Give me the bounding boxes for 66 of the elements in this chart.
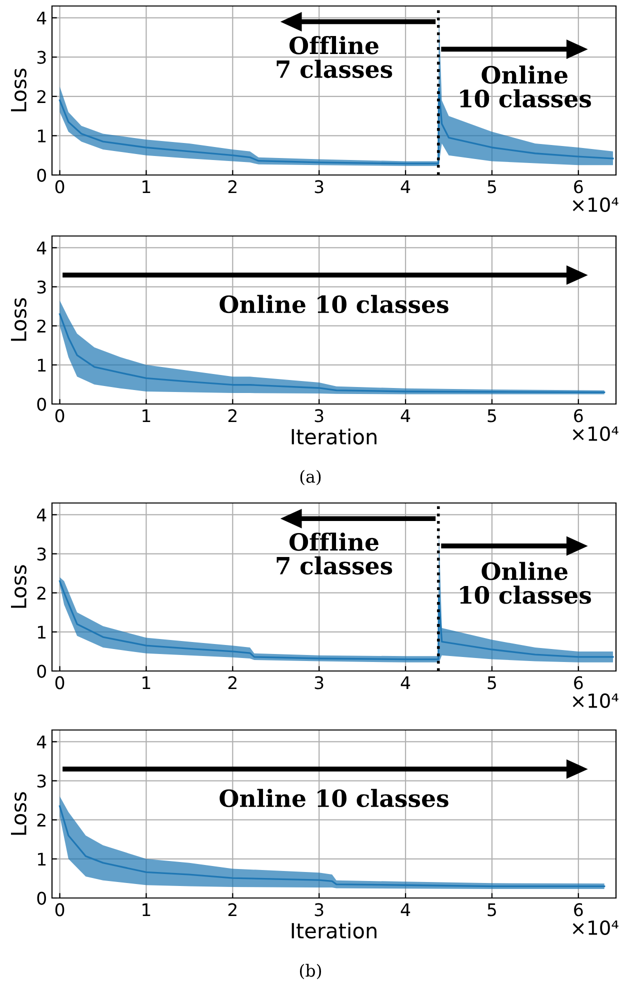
y-tick-label: 1 xyxy=(38,852,46,866)
x-tick-label: 4 xyxy=(400,903,410,916)
y-tick-label: 3 xyxy=(37,280,46,294)
text: ×10⁴ xyxy=(572,197,618,212)
y-tick-label: 4 xyxy=(36,242,46,254)
x-tick-label: 1 xyxy=(142,409,150,422)
y-tick-label: 2 xyxy=(37,90,46,103)
x-tick-label: 2 xyxy=(228,409,236,422)
y-axis-title: Loss xyxy=(11,68,26,112)
y-tick-label: 2 xyxy=(37,586,46,600)
annotation: Offline 7 classes xyxy=(276,532,392,575)
x-tick-label: 5 xyxy=(488,180,496,194)
x-tick-label: 0 xyxy=(55,903,64,916)
y-tick-label: 3 xyxy=(37,50,46,64)
x-axis-title: Iteration xyxy=(292,428,376,445)
y-tick-label: 1 xyxy=(38,626,46,639)
x-tick-label: 4 xyxy=(400,676,410,690)
x-tick-label: 4 xyxy=(400,180,410,194)
y-tick-label: 1 xyxy=(38,358,46,372)
x-tick-label: 5 xyxy=(488,409,496,422)
text: (a) xyxy=(300,470,321,486)
y-tick-label: 4 xyxy=(36,508,46,522)
x-tick-label: 0 xyxy=(55,676,64,690)
y-axis-title: Loss xyxy=(11,792,26,835)
x-tick-label: 2 xyxy=(228,903,236,916)
y-axis-title: Loss xyxy=(11,298,26,341)
x-tick-label: 0 xyxy=(55,180,64,194)
y-tick-label: 3 xyxy=(37,548,46,561)
text: ×10⁴ xyxy=(572,426,618,442)
y-tick-label: 2 xyxy=(37,814,46,826)
y-axis-title: Loss xyxy=(11,565,26,608)
annotation: Online 10 classes xyxy=(460,562,591,604)
text: ×10⁴ xyxy=(572,920,618,936)
x-tick-label: 1 xyxy=(142,180,150,194)
x-tick-label: 3 xyxy=(314,409,324,422)
y-tick-label: 2 xyxy=(37,320,46,332)
x-tick-label: 5 xyxy=(488,676,496,690)
x-tick-label: 3 xyxy=(314,676,324,690)
annotation: Offline 7 classes xyxy=(276,36,392,78)
y-tick-label: 0 xyxy=(37,398,46,411)
x-tick-label: 0 xyxy=(55,409,64,422)
x-tick-label: 1 xyxy=(142,676,150,690)
annotation: Online 10 classes xyxy=(460,66,591,108)
y-tick-label: 0 xyxy=(37,168,46,182)
y-tick-label: 1 xyxy=(38,130,46,142)
y-tick-label: 4 xyxy=(36,12,46,24)
annotation: Online 10 classes xyxy=(220,788,448,808)
x-tick-label: 6 xyxy=(574,903,583,916)
text: ×10⁴ xyxy=(572,693,618,708)
y-tick-label: 0 xyxy=(37,892,46,905)
x-tick-label: 5 xyxy=(488,903,496,916)
x-tick-label: 2 xyxy=(228,676,236,690)
x-tick-label: 3 xyxy=(314,903,324,916)
x-tick-label: 2 xyxy=(228,180,236,194)
y-tick-label: 3 xyxy=(37,774,46,788)
text: (b) xyxy=(300,964,322,980)
x-tick-label: 6 xyxy=(574,409,583,422)
x-tick-label: 6 xyxy=(574,676,583,690)
x-tick-label: 1 xyxy=(142,903,150,916)
y-tick-label: 4 xyxy=(36,736,46,748)
x-tick-label: 4 xyxy=(400,409,410,422)
x-axis-title: Iteration xyxy=(292,922,376,939)
x-tick-label: 6 xyxy=(574,180,583,194)
annotation: Online 10 classes xyxy=(220,294,448,314)
y-tick-label: 0 xyxy=(37,664,46,678)
x-tick-label: 3 xyxy=(314,180,324,194)
